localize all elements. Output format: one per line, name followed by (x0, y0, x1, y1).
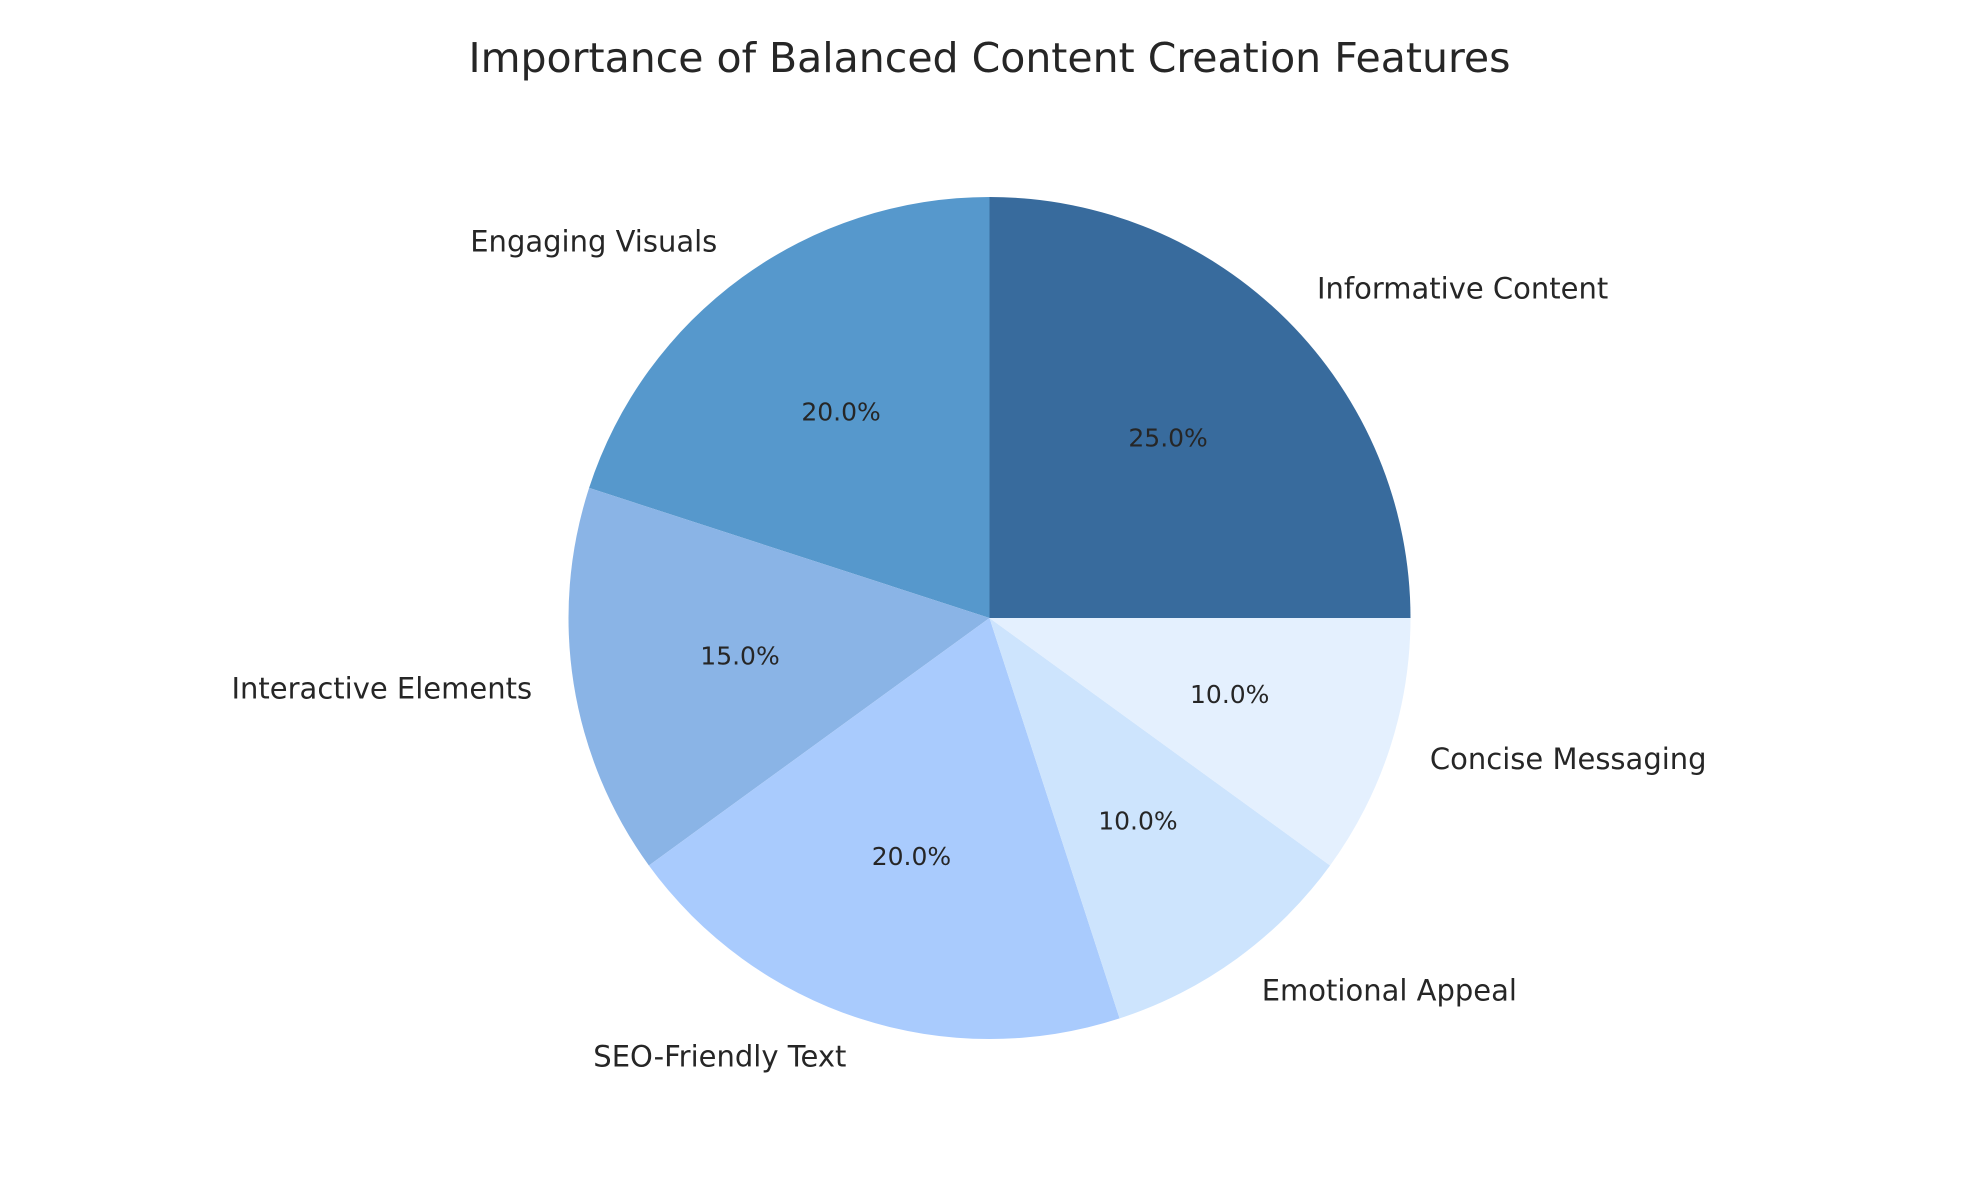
pie-slice (648, 618, 1120, 1039)
pie-slice (589, 197, 990, 618)
slice-label: SEO-Friendly Text (593, 1039, 846, 1073)
value-label: 15.0% (700, 642, 779, 671)
value-label: 20.0% (801, 398, 880, 427)
value-label: 10.0% (1190, 680, 1269, 709)
slice-label: Engaging Visuals (470, 224, 717, 258)
pie-slice (989, 197, 1411, 618)
value-label: 20.0% (872, 842, 951, 871)
slice-label: Concise Messaging (1430, 742, 1707, 776)
slice-label: Interactive Elements (231, 671, 532, 705)
chart-title: Importance of Balanced Content Creation … (469, 34, 1511, 82)
value-label: 25.0% (1128, 423, 1207, 452)
value-label: 10.0% (1098, 806, 1177, 835)
pie-slice (989, 618, 1411, 866)
pie-slice (989, 618, 1331, 1019)
pie-slice (568, 487, 990, 866)
slice-label: Informative Content (1317, 272, 1608, 306)
slice-label: Emotional Appeal (1262, 974, 1517, 1008)
